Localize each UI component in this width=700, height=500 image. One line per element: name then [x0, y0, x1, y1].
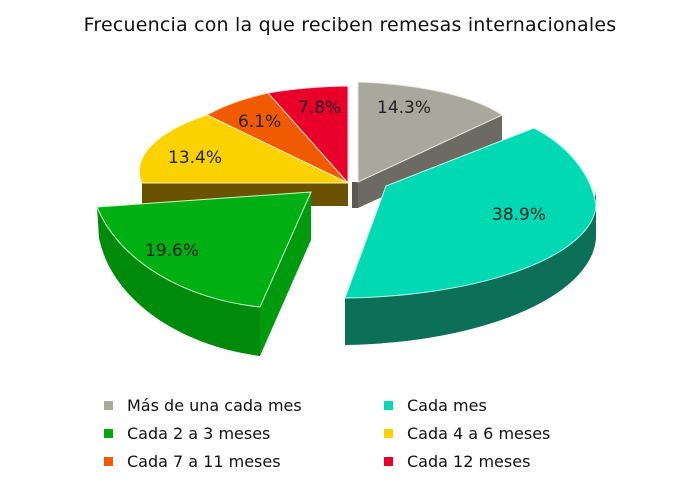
label-cada-mes: 38.9%	[492, 205, 546, 225]
slice-side-cada-2-3-meses	[97, 207, 260, 356]
legend-swatch-icon	[104, 429, 113, 438]
legend-item-cada-7-11-meses[interactable]: Cada 7 a 11 meses	[104, 450, 384, 473]
legend-swatch-icon	[384, 401, 393, 410]
legend-label: Cada 7 a 11 meses	[127, 452, 281, 471]
slice-side-mas-de-una-front	[352, 182, 358, 208]
chart-legend: Más de una cada mes Cada mes Cada 2 a 3 …	[104, 394, 624, 473]
legend-item-cada-2-3-meses[interactable]: Cada 2 a 3 meses	[104, 422, 384, 445]
legend-item-cada-mes[interactable]: Cada mes	[384, 394, 624, 417]
legend-label: Cada mes	[407, 396, 487, 415]
legend-label: Más de una cada mes	[127, 396, 302, 415]
legend-label: Cada 2 a 3 meses	[127, 424, 271, 443]
slice-side-cada-mes	[345, 190, 597, 345]
label-cada-4-6-meses: 13.4%	[168, 148, 222, 168]
legend-label: Cada 12 meses	[407, 452, 531, 471]
slice-cada-mes[interactable]	[344, 127, 597, 299]
legend-label: Cada 4 a 6 meses	[407, 424, 551, 443]
legend-item-cada-12-meses[interactable]: Cada 12 meses	[384, 450, 624, 473]
slice-side-cada-2-3-meses-right	[260, 192, 311, 356]
slice-mas-de-una-cada-mes[interactable]	[357, 81, 504, 183]
legend-swatch-icon	[104, 457, 113, 466]
label-cada-12-meses: 7.8%	[298, 98, 341, 118]
chart-title: Frecuencia con la que reciben remesas in…	[83, 14, 617, 36]
legend-item-mas-de-una-cada-mes[interactable]: Más de una cada mes	[104, 394, 384, 417]
legend-swatch-icon	[104, 401, 113, 410]
label-cada-7-11-meses: 6.1%	[238, 112, 281, 132]
pie-chart: 14.3% 38.9% 19.6% 13.4% 6.1% 7.8%	[96, 81, 597, 356]
slice-cada-4-6-meses[interactable]	[139, 114, 349, 184]
slice-cada-2-3-meses[interactable]	[96, 191, 312, 308]
label-cada-2-3-meses: 19.6%	[145, 241, 199, 261]
legend-swatch-icon	[384, 457, 393, 466]
legend-item-cada-4-6-meses[interactable]: Cada 4 a 6 meses	[384, 422, 624, 445]
label-mas-de-una: 14.3%	[377, 98, 431, 118]
legend-swatch-icon	[384, 429, 393, 438]
